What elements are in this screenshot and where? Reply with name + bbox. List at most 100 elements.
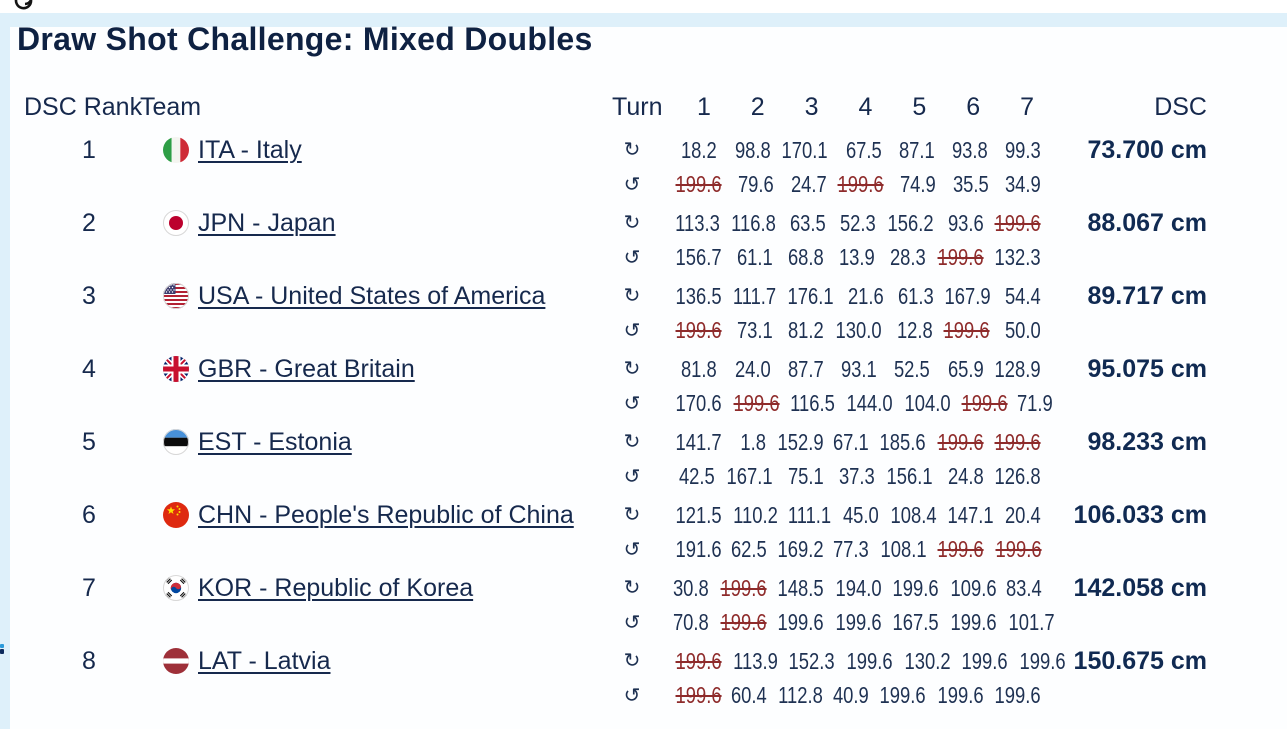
header-dsc-rank: DSC Rank bbox=[24, 92, 143, 121]
team-cell: KOR - Republic of Korea bbox=[140, 574, 600, 603]
team-link-jpn[interactable]: JPN - Japan bbox=[198, 208, 336, 237]
turn-value: 93.8 bbox=[951, 136, 988, 163]
turn-value-cell: 147.1 bbox=[936, 497, 994, 533]
turn-value-cell: 81.8 bbox=[664, 351, 717, 387]
turn-value-cell: 136.5 bbox=[664, 278, 722, 314]
clockwise-turn-icon: ↻ bbox=[623, 285, 641, 307]
left-edge-marker bbox=[0, 644, 4, 648]
team-cell: CHN - People's Republic of China bbox=[140, 501, 600, 530]
turn-value: 199.6 bbox=[994, 682, 1041, 708]
turn-value: 128.9 bbox=[994, 355, 1041, 382]
turn-value-cell: 199.6 bbox=[1008, 643, 1065, 679]
turn-value-cell: 68.8 bbox=[773, 241, 824, 274]
turn-value: 98.8 bbox=[734, 136, 771, 163]
turn-value: 147.1 bbox=[947, 501, 994, 528]
turn-value-cell: 37.3 bbox=[824, 460, 875, 493]
turn-value: 81.8 bbox=[681, 355, 718, 382]
turn-value-cell: 121.5 bbox=[664, 497, 722, 533]
turn-value: 35.5 bbox=[952, 171, 989, 197]
team-dsc-value: 88.067 cm bbox=[1087, 208, 1207, 237]
turn-value-cell: 104.0 bbox=[893, 387, 950, 420]
counterclockwise-values-row: 199.6 79.6 24.7 199.6 74.9 35.5 34.9 bbox=[664, 168, 1041, 201]
turn-value-cell: 111.1 bbox=[777, 497, 831, 533]
team-link-chn[interactable]: CHN - People's Republic of China bbox=[198, 500, 574, 529]
team-link-est[interactable]: EST - Estonia bbox=[198, 427, 352, 456]
turn-value: 199.6 bbox=[961, 647, 1008, 674]
header-band bbox=[0, 13, 1287, 27]
turn-value: 13.9 bbox=[838, 244, 875, 270]
turn-value-cell: 116.5 bbox=[779, 387, 835, 420]
turn-value-cell: 148.5 bbox=[766, 570, 824, 606]
team-link-usa[interactable]: USA - United States of America bbox=[198, 281, 546, 310]
team-link-gbr[interactable]: GBR - Great Britain bbox=[198, 354, 415, 383]
turn-value: 24.8 bbox=[947, 463, 984, 489]
counterclockwise-values-row: 199.6 60.4 112.8 40.9 199.6 199.6 199.6 bbox=[664, 679, 1041, 712]
team-link-ita[interactable]: ITA - Italy bbox=[198, 135, 302, 164]
turn-value: 141.7 bbox=[675, 428, 722, 455]
turn-value: 113.9 bbox=[732, 647, 778, 674]
turn-value-discarded: 199.6 bbox=[733, 390, 780, 416]
turn-value-cell: 113.3 bbox=[664, 205, 720, 241]
turn-value-cell: 35.5 bbox=[936, 168, 989, 201]
turn-value-cell: 45.0 bbox=[832, 497, 879, 533]
turn-value: 52.3 bbox=[840, 209, 876, 236]
turn-value-cell: 176.1 bbox=[776, 278, 833, 314]
turn-value: 136.5 bbox=[675, 282, 722, 309]
turn-value: 199.6 bbox=[879, 682, 926, 708]
turn-value-cell: 199.6 bbox=[868, 679, 926, 712]
turn-value-cell: 132.3 bbox=[983, 241, 1041, 274]
team-rank: 5 bbox=[82, 427, 96, 456]
turn-value: 87.1 bbox=[898, 136, 935, 163]
turn-value: 199.6 bbox=[950, 609, 997, 635]
header-turn-number: 7 bbox=[1020, 92, 1034, 121]
header-turn-number: 3 bbox=[804, 92, 819, 121]
turn-value: 170.1 bbox=[781, 136, 829, 163]
clockwise-turn-icon: ↻ bbox=[623, 139, 641, 161]
flag-lat-icon bbox=[163, 648, 189, 674]
turn-value-cell: 61.3 bbox=[883, 278, 934, 314]
turn-value-cell: 74.9 bbox=[884, 168, 936, 201]
turn-value-cell: 199.6 bbox=[664, 314, 722, 347]
team-row-lat: 8 LAT - Latvia ↻ 199.6 113.9 152.3 199.6 130… bbox=[24, 643, 1209, 716]
turn-value-discarded: 199.6 bbox=[837, 171, 884, 197]
team-dsc-value: 106.033 cm bbox=[1073, 500, 1207, 529]
clockwise-values-row: 113.3 116.8 63.5 52.3 156.2 93.6 199.6 bbox=[664, 205, 1041, 241]
turn-value-cell: 60.4 bbox=[722, 679, 767, 712]
team-row-est: 5 EST - Estonia ↻ 141.7 1.8 152.9 67.1 185.6… bbox=[24, 424, 1209, 497]
turn-value-discarded: 199.6 bbox=[995, 536, 1042, 562]
turn-value: 93.1 bbox=[841, 355, 877, 382]
turn-value: 144.0 bbox=[846, 390, 893, 416]
flag-est-icon bbox=[163, 429, 189, 455]
turn-value: 130.2 bbox=[904, 647, 951, 674]
team-link-lat[interactable]: LAT - Latvia bbox=[198, 646, 331, 675]
counterclockwise-values-row: 191.6 62.5 169.2 77.3 108.1 199.6 199.6 bbox=[664, 533, 1042, 566]
turn-value-cell: 199.6 bbox=[926, 241, 983, 274]
turn-value-cell: 199.6 bbox=[766, 606, 824, 639]
turn-value-cell: 52.5 bbox=[877, 351, 930, 387]
turn-value-cell: 170.1 bbox=[770, 132, 828, 168]
turn-value-cell: 54.4 bbox=[991, 278, 1041, 314]
turn-value-cell: 70.8 bbox=[664, 606, 709, 639]
team-link-kor[interactable]: KOR - Republic of Korea bbox=[198, 573, 474, 602]
turn-value-cell: 199.6 bbox=[664, 168, 722, 201]
turn-value: 110.2 bbox=[732, 501, 778, 528]
turn-value: 28.3 bbox=[890, 244, 926, 270]
turn-value: 126.8 bbox=[994, 463, 1041, 489]
turn-value: 199.6 bbox=[777, 609, 824, 635]
turn-value-cell: 199.6 bbox=[932, 314, 990, 347]
turn-value-cell: 116.8 bbox=[720, 205, 776, 241]
turn-value-cell: 40.9 bbox=[823, 679, 869, 712]
turn-value-cell: 83.4 bbox=[997, 570, 1042, 606]
turn-value-cell: 130.2 bbox=[893, 643, 951, 679]
team-row-chn: 6 CHN - People's Republic of China ↻ 121… bbox=[24, 497, 1209, 570]
turn-value-discarded: 199.6 bbox=[994, 428, 1041, 455]
turn-value-cell: 199.6 bbox=[709, 570, 766, 606]
team-rank: 2 bbox=[82, 208, 96, 237]
turn-value: 61.3 bbox=[897, 282, 934, 309]
turn-value-cell: 18.2 bbox=[664, 132, 717, 168]
turn-value-cell: 87.7 bbox=[770, 351, 824, 387]
team-row-ita: 1 ITA - Italy ↻ 18.2 98.8 170.1 67.5 87.1 93.… bbox=[24, 132, 1209, 205]
turn-value-cell: 93.8 bbox=[935, 132, 988, 168]
turn-value: 21.6 bbox=[847, 282, 884, 309]
